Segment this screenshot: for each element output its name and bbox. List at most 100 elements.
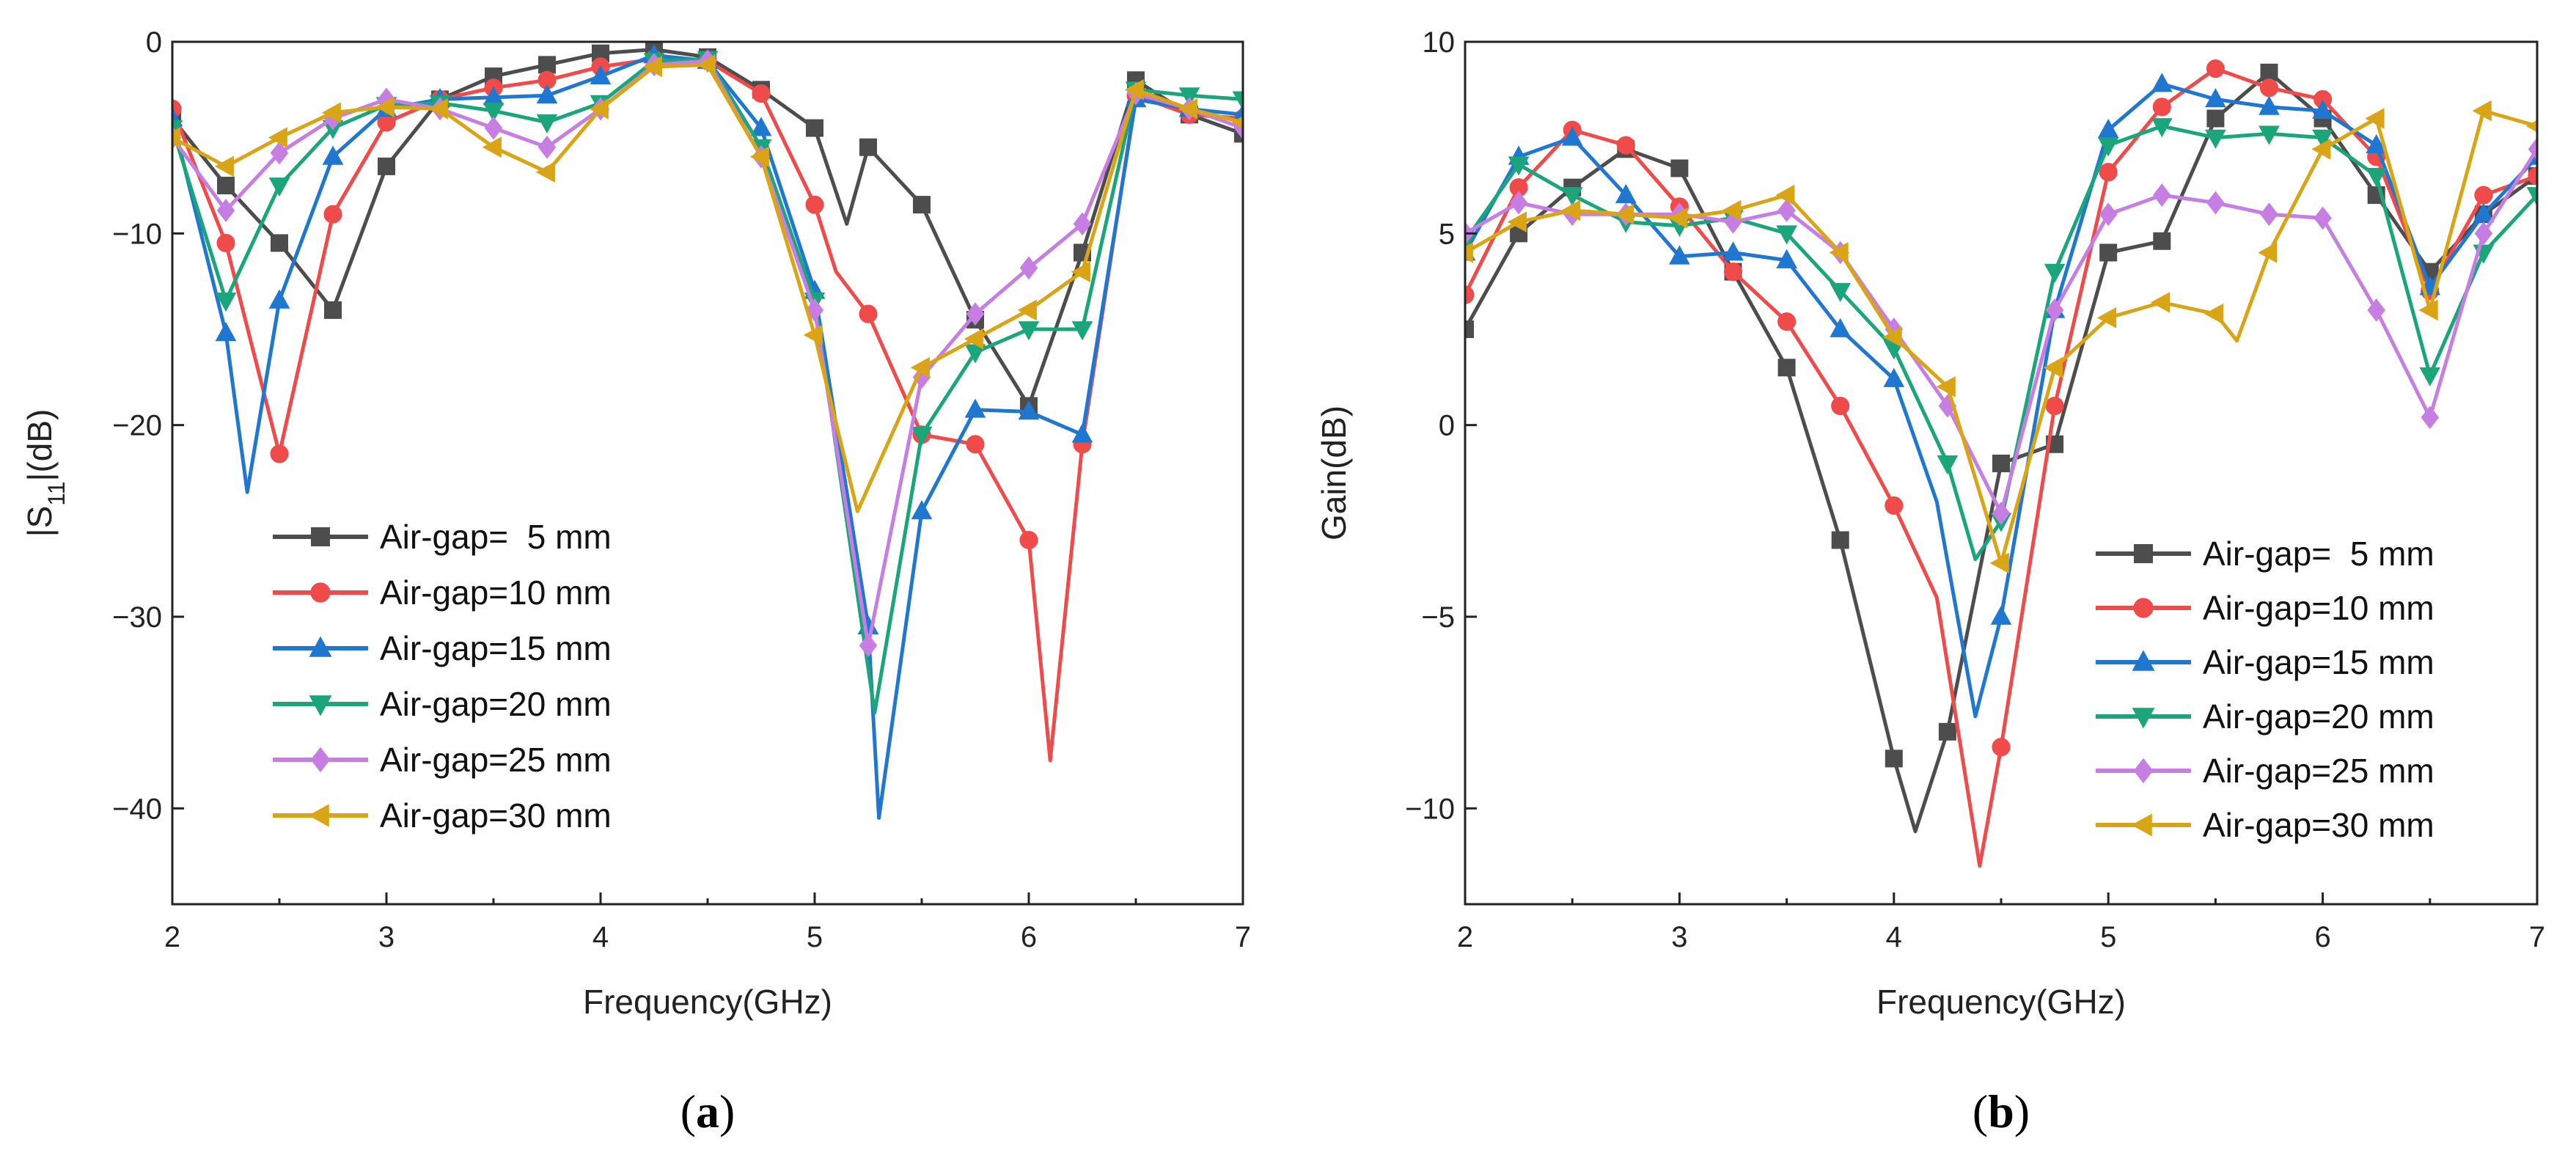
data-point-air-gap-30-mm bbox=[214, 155, 234, 177]
data-point-air-gap-15-mm bbox=[1776, 249, 1797, 268]
data-point-air-gap-20-mm bbox=[2205, 129, 2226, 149]
data-point-air-gap-10-mm bbox=[859, 304, 878, 323]
legend-marker bbox=[311, 527, 330, 546]
data-point-air-gap-30-mm bbox=[482, 136, 502, 158]
data-point-air-gap-25-mm bbox=[216, 199, 235, 222]
data-point-air-gap-5-mm bbox=[1670, 159, 1689, 177]
x-tick-label: 6 bbox=[1021, 921, 1037, 953]
data-point-air-gap-25-mm bbox=[2528, 137, 2537, 161]
data-point-air-gap-15-mm bbox=[2258, 95, 2280, 115]
legend-entry: Air-gap=20 mm bbox=[2203, 697, 2434, 736]
data-point-air-gap-25-mm bbox=[2421, 406, 2440, 430]
data-point-air-gap-20-mm bbox=[1937, 455, 1959, 475]
data-point-air-gap-15-mm bbox=[1669, 245, 1690, 265]
data-point-air-gap-30-mm bbox=[2204, 303, 2224, 325]
data-point-air-gap-15-mm bbox=[1615, 183, 1637, 203]
legend-entry: Air-gap=15 mm bbox=[380, 629, 612, 667]
x-axis-label: Frequency(GHz) bbox=[1876, 983, 2126, 1021]
data-point-air-gap-30-mm bbox=[321, 102, 341, 124]
data-point-air-gap-15-mm bbox=[322, 145, 344, 165]
data-point-air-gap-30-mm bbox=[1465, 242, 1473, 263]
data-point-air-gap-10-mm bbox=[270, 444, 289, 463]
data-point-air-gap-30-mm bbox=[1722, 199, 1742, 221]
data-point-air-gap-20-mm bbox=[2312, 129, 2333, 149]
data-point-air-gap-5-mm bbox=[2099, 243, 2118, 262]
data-point-air-gap-25-mm bbox=[537, 135, 557, 159]
data-point-air-gap-20-mm bbox=[2366, 168, 2388, 188]
data-point-air-gap-30-mm bbox=[535, 161, 555, 183]
panel-caption: (b) bbox=[1973, 1085, 2030, 1137]
data-point-air-gap-30-mm bbox=[803, 324, 823, 346]
legend-marker bbox=[308, 804, 329, 827]
legend-entry: Air-gap=25 mm bbox=[2203, 752, 2434, 790]
x-tick-label: 4 bbox=[1886, 921, 1902, 953]
data-point-air-gap-30-mm bbox=[2043, 356, 2063, 378]
data-point-air-gap-25-mm bbox=[484, 116, 503, 140]
data-point-air-gap-5-mm bbox=[1885, 749, 1903, 768]
legend-entry: Air-gap=15 mm bbox=[2203, 643, 2434, 681]
legend-entry: Air-gap=30 mm bbox=[380, 796, 612, 835]
data-point-air-gap-5-mm bbox=[378, 157, 395, 175]
data-point-air-gap-20-mm bbox=[1071, 321, 1093, 341]
data-point-air-gap-5-mm bbox=[1938, 722, 1956, 741]
data-point-air-gap-30-mm bbox=[1124, 78, 1144, 100]
data-point-air-gap-15-mm bbox=[1018, 400, 1040, 420]
legend-marker bbox=[2133, 598, 2154, 618]
data-point-air-gap-10-mm bbox=[966, 435, 985, 454]
data-point-air-gap-20-mm bbox=[1508, 156, 1530, 176]
data-point-air-gap-20-mm bbox=[215, 292, 237, 312]
data-point-air-gap-10-mm bbox=[1777, 312, 1797, 331]
data-point-air-gap-30-mm bbox=[2365, 108, 2385, 129]
data-point-air-gap-25-mm bbox=[1073, 212, 1092, 236]
data-point-air-gap-30-mm bbox=[2472, 100, 2492, 122]
x-tick-label: 2 bbox=[1457, 921, 1473, 953]
data-point-air-gap-25-mm bbox=[2367, 298, 2385, 322]
legend-entry: Air-gap=10 mm bbox=[380, 573, 612, 612]
x-tick-label: 7 bbox=[2529, 921, 2545, 953]
data-point-air-gap-30-mm bbox=[1615, 203, 1634, 225]
panel-b-gain-chart: 2 3 4 5 6 7 10 5 0 −5 −10 Frequency(GHz) Gain(dB) Air… bbox=[1315, 26, 2545, 1137]
legend-marker bbox=[2133, 758, 2154, 784]
data-point-air-gap-10-mm bbox=[1019, 530, 1038, 550]
data-point-air-gap-30-mm bbox=[964, 328, 983, 350]
data-point-air-gap-5-mm bbox=[1777, 359, 1796, 377]
x-tick-label: 7 bbox=[1235, 921, 1251, 953]
x-tick-label: 3 bbox=[1671, 921, 1687, 953]
y-axis-label: |S11|(dB) bbox=[21, 409, 70, 538]
data-point-air-gap-15-mm bbox=[2366, 133, 2388, 154]
x-tick-label: 6 bbox=[2314, 921, 2330, 953]
data-point-air-gap-10-mm bbox=[1992, 738, 2011, 757]
data-point-air-gap-20-mm bbox=[536, 114, 558, 134]
series-group bbox=[1465, 59, 2537, 868]
data-point-air-gap-30-mm bbox=[1668, 208, 1688, 229]
data-point-air-gap-10-mm bbox=[2259, 78, 2279, 98]
legend-marker bbox=[2132, 650, 2155, 671]
data-point-air-gap-20-mm bbox=[482, 103, 504, 122]
data-point-air-gap-30-mm bbox=[172, 127, 180, 149]
data-point-air-gap-20-mm bbox=[1561, 187, 1583, 207]
y-tick-label: 0 bbox=[146, 26, 162, 59]
legend-marker bbox=[310, 747, 331, 773]
legend-entry: Air-gap= 5 mm bbox=[380, 518, 612, 556]
data-point-air-gap-30-mm bbox=[1882, 326, 1902, 348]
legend-entry: Air-gap= 5 mm bbox=[2203, 535, 2434, 573]
data-point-air-gap-30-mm bbox=[2525, 120, 2537, 133]
data-point-air-gap-25-mm bbox=[1777, 199, 1796, 222]
data-point-air-gap-30-mm bbox=[1560, 199, 1581, 221]
data-point-air-gap-15-mm bbox=[2312, 99, 2333, 119]
data-point-air-gap-15-mm bbox=[1561, 126, 1583, 146]
x-tick-label: 3 bbox=[378, 921, 395, 953]
legend-marker bbox=[309, 636, 332, 657]
legend-marker bbox=[2134, 544, 2153, 563]
y-tick-label: −5 bbox=[1421, 601, 1455, 634]
data-point-air-gap-20-mm bbox=[964, 344, 986, 364]
data-point-air-gap-10-mm bbox=[2206, 59, 2225, 78]
panel-caption: (a) bbox=[680, 1085, 735, 1137]
data-point-air-gap-15-mm bbox=[2473, 202, 2495, 223]
data-point-air-gap-5-mm bbox=[1992, 454, 2010, 472]
data-point-air-gap-20-mm bbox=[2526, 187, 2537, 207]
data-point-air-gap-10-mm bbox=[2099, 163, 2118, 182]
data-point-air-gap-25-mm bbox=[2099, 202, 2118, 227]
data-point-air-gap-25-mm bbox=[859, 634, 878, 658]
